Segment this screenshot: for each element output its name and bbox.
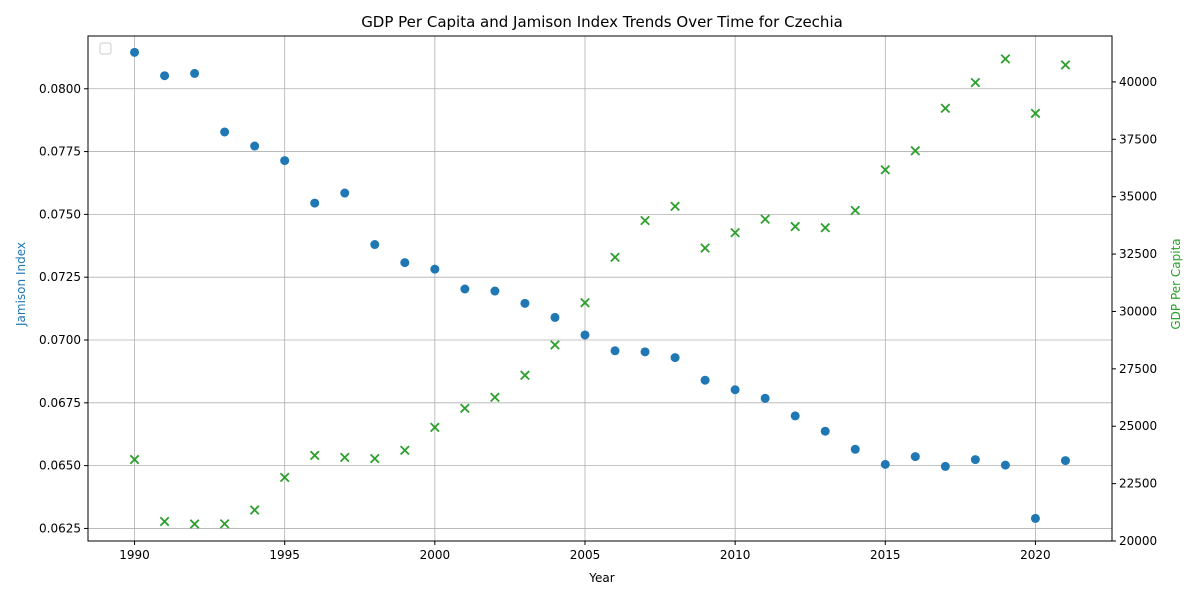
jamison-point — [910, 452, 920, 462]
gdp-point — [730, 227, 740, 238]
gdp-point — [700, 243, 710, 253]
x-tick-label: 2005 — [570, 548, 601, 562]
gdp-point — [970, 77, 981, 88]
jamison-point — [850, 444, 860, 454]
grid-layer — [88, 36, 1112, 541]
gdp-point — [550, 340, 560, 350]
y-right-tick-label: 32500 — [1119, 247, 1157, 261]
jamison-point — [820, 426, 830, 436]
y-right-tick-label: 25000 — [1119, 419, 1157, 433]
y-left-tick-label: 0.0800 — [39, 82, 81, 96]
y-right-tick-label: 27500 — [1119, 362, 1157, 376]
gdp-point — [670, 201, 680, 212]
gdp-point — [940, 103, 951, 114]
y-left-tick-label: 0.0675 — [39, 396, 81, 410]
jamison-point — [460, 284, 470, 294]
jamison-point — [970, 455, 980, 465]
y-left-tick-label: 0.0750 — [39, 207, 81, 221]
gdp-point — [1060, 60, 1071, 70]
jamison-point — [610, 346, 620, 356]
axis-layer: 1990 1995 2000 2005 2010 2015 2020 0.0625 0.0650… — [39, 75, 1157, 562]
gdp-point — [760, 214, 770, 225]
gdp-point — [279, 472, 290, 483]
gdp-point — [1000, 54, 1011, 64]
legend-box — [99, 42, 112, 55]
gdp-point — [490, 392, 500, 403]
jamison-point — [520, 298, 530, 308]
jamison-point — [190, 68, 200, 78]
y-right-tick-label: 20000 — [1119, 534, 1157, 548]
x-tick-label: 2000 — [420, 548, 451, 562]
chart-title: GDP Per Capita and Jamison Index Trends … — [361, 13, 843, 31]
jamison-point — [700, 375, 710, 385]
jamison-point — [250, 141, 260, 151]
jamison-point — [160, 71, 170, 81]
jamison-point — [790, 411, 800, 421]
y-right-tick-label: 22500 — [1119, 477, 1157, 491]
y-left-tick-label: 0.0700 — [39, 333, 81, 347]
x-axis-title: Year — [588, 571, 614, 585]
series-layer — [129, 47, 1071, 529]
gdp-point — [910, 145, 921, 156]
gdp-point — [399, 445, 410, 456]
jamison-point — [340, 188, 350, 198]
y-left-tick-label: 0.0625 — [39, 521, 81, 535]
y-left-tick-label: 0.0650 — [39, 459, 81, 473]
gdp-point — [460, 403, 470, 414]
jamison-point — [940, 461, 950, 471]
y-axis-title-left: Jamison Index — [14, 242, 28, 327]
gdp-point — [189, 519, 200, 529]
gdp-point — [339, 452, 350, 463]
jamison-point — [670, 353, 680, 363]
gdp-point — [219, 518, 230, 529]
jamison-point — [220, 127, 230, 137]
gdp-point — [850, 205, 861, 216]
x-tick-label: 1995 — [269, 548, 300, 562]
gdp-point — [159, 516, 170, 527]
y-left-tick-label: 0.0725 — [39, 270, 81, 284]
gdp-point — [820, 222, 831, 233]
jamison-point — [760, 393, 770, 403]
y-right-tick-label: 30000 — [1119, 304, 1157, 318]
gdp-point — [610, 252, 620, 263]
jamison-point — [730, 385, 740, 395]
jamison-point — [310, 198, 320, 208]
jamison-point — [430, 264, 440, 274]
jamison-point — [130, 47, 140, 57]
gdp-point — [640, 215, 650, 226]
y-left-tick-label: 0.0775 — [39, 145, 81, 159]
jamison-point — [280, 156, 290, 166]
x-tick-label: 2015 — [870, 548, 901, 562]
gdp-point — [790, 221, 801, 232]
gdp-point — [580, 297, 590, 308]
jamison-point — [640, 347, 650, 357]
jamison-point — [400, 258, 410, 268]
gdp-point — [249, 505, 260, 515]
gdp-point — [129, 454, 140, 465]
x-tick-label: 2010 — [720, 548, 751, 562]
x-tick-label: 2020 — [1020, 548, 1051, 562]
gdp-point — [309, 450, 320, 461]
plot-frame — [87, 35, 1113, 542]
gdp-point — [880, 164, 891, 175]
jamison-point — [880, 459, 890, 469]
jamison-point — [550, 312, 560, 322]
y-right-tick-label: 37500 — [1119, 132, 1157, 146]
gdp-point — [520, 370, 530, 381]
jamison-point — [370, 240, 380, 250]
jamison-point — [1060, 456, 1070, 466]
x-tick-label: 1990 — [119, 548, 150, 562]
gdp-point — [369, 453, 380, 464]
y-right-tick-label: 40000 — [1119, 75, 1157, 89]
y-right-tick-label: 35000 — [1119, 190, 1157, 204]
jamison-point — [1030, 513, 1040, 523]
jamison-point — [490, 286, 500, 296]
y-axis-title-right: GDP Per Capita — [1169, 238, 1183, 329]
gdp-point — [430, 422, 440, 433]
gdp-point — [1030, 108, 1041, 119]
jamison-point — [580, 330, 590, 340]
jamison-point — [1000, 460, 1010, 470]
